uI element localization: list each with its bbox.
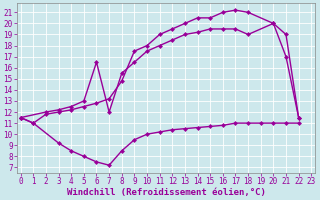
X-axis label: Windchill (Refroidissement éolien,°C): Windchill (Refroidissement éolien,°C) (67, 188, 265, 197)
